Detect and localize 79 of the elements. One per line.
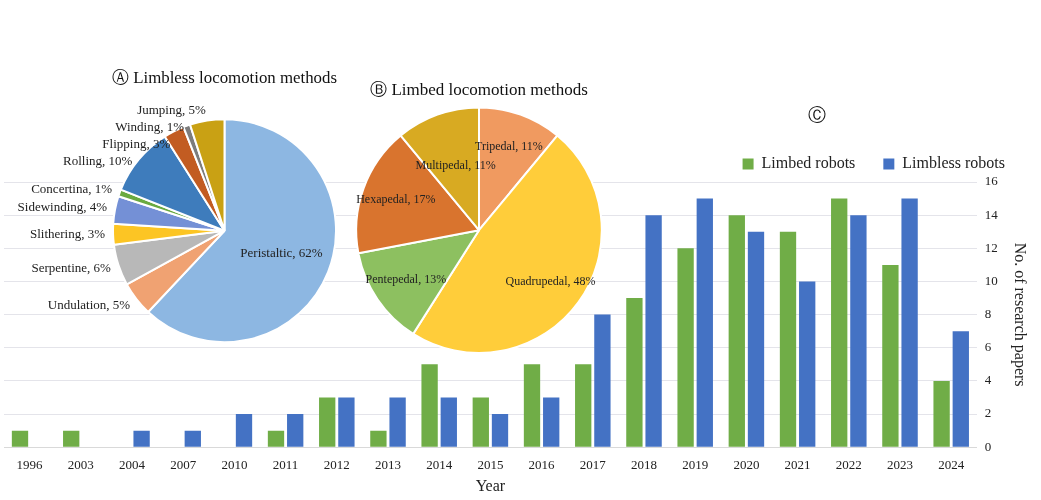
slice-label: Winding, 1% xyxy=(115,119,185,135)
bar xyxy=(11,430,29,447)
x-tick-label: 2007 xyxy=(170,457,197,473)
bar xyxy=(677,248,694,447)
y-tick-label: 12 xyxy=(984,239,998,255)
x-tick-label: 1996 xyxy=(16,457,44,473)
x-tick-label: 2016 xyxy=(528,457,556,473)
bar xyxy=(831,198,848,447)
slice-label: Flipping, 3% xyxy=(102,136,171,152)
x-tick-label: 2024 xyxy=(938,457,965,473)
slice-label: Rolling, 10% xyxy=(63,153,133,169)
slice-label: Undulation, 5% xyxy=(47,296,131,312)
bar xyxy=(901,198,918,447)
x-tick-label: 2011 xyxy=(272,457,299,473)
x-tick-label: 2010 xyxy=(221,457,248,473)
bar xyxy=(235,414,253,447)
bar xyxy=(645,215,662,447)
bar xyxy=(389,397,406,447)
bar xyxy=(594,314,611,447)
slice-label: Concertina, 1% xyxy=(31,180,113,196)
bar xyxy=(626,298,643,447)
x-tick-label: 2019 xyxy=(682,457,709,473)
x-tick-label: 2017 xyxy=(579,457,607,473)
x-tick-label: 2018 xyxy=(631,457,657,473)
x-tick-label: 2013 xyxy=(375,457,401,473)
y-tick-label: 4 xyxy=(984,372,992,388)
bar xyxy=(267,430,285,447)
x-tick-label: 2014 xyxy=(426,457,453,473)
bar xyxy=(952,331,969,447)
bar xyxy=(523,364,541,447)
y-tick-label: 14 xyxy=(984,206,999,222)
x-tick-label: 2012 xyxy=(323,457,350,473)
bar xyxy=(575,364,592,447)
bar xyxy=(184,430,201,447)
legend-label: Limbed robots xyxy=(761,154,856,172)
slice-label: Pentepedal, 13% xyxy=(365,272,447,287)
legend-label: Limbless robots xyxy=(902,154,1006,172)
bar xyxy=(933,380,950,447)
bar xyxy=(543,397,560,447)
bar xyxy=(287,414,304,447)
bar xyxy=(63,430,80,447)
bar xyxy=(491,414,509,447)
bar xyxy=(421,364,438,447)
chart-title: Ⓒ xyxy=(807,104,826,125)
slice-label: Serpentine, 6% xyxy=(31,259,112,275)
bar xyxy=(472,397,489,447)
chart-title: Ⓐ Limbless locomotion methods xyxy=(112,67,337,87)
y-tick-label: 8 xyxy=(984,306,992,322)
bar xyxy=(696,198,713,447)
bar xyxy=(747,231,765,447)
bar xyxy=(779,231,797,447)
x-tick-label: 2015 xyxy=(477,457,504,473)
x-tick-label: 2003 xyxy=(67,457,94,473)
bar xyxy=(799,281,816,447)
x-tick-label: 2020 xyxy=(733,457,760,473)
x-tick-label: 2004 xyxy=(119,457,146,473)
bar xyxy=(728,215,745,447)
bar xyxy=(319,397,336,447)
chart-title: Ⓑ Limbed locomotion methods xyxy=(370,79,588,99)
y-tick-label: 6 xyxy=(984,339,992,355)
slice-label: Sidewinding, 4% xyxy=(17,199,108,215)
y-tick-label: 0 xyxy=(984,438,992,454)
bar xyxy=(440,397,457,447)
y-tick-label: 10 xyxy=(984,272,998,288)
y-axis-title: No. of research papers xyxy=(1011,242,1030,387)
y-tick-label: 2 xyxy=(984,405,992,421)
bar xyxy=(850,215,867,447)
slice-label: Jumping, 5% xyxy=(137,102,206,118)
y-tick-label: 16 xyxy=(984,173,999,189)
bar xyxy=(882,264,899,447)
x-tick-label: 2023 xyxy=(887,457,913,473)
slice-label: Slithering, 3% xyxy=(29,225,106,241)
x-tick-label: 2021 xyxy=(784,457,811,473)
bar xyxy=(338,397,355,447)
x-tick-label: 2022 xyxy=(835,457,862,473)
slice-label: Peristaltic, 62% xyxy=(240,244,323,260)
bar xyxy=(370,430,387,447)
bar xyxy=(133,430,150,447)
x-axis-title: Year xyxy=(475,476,506,494)
